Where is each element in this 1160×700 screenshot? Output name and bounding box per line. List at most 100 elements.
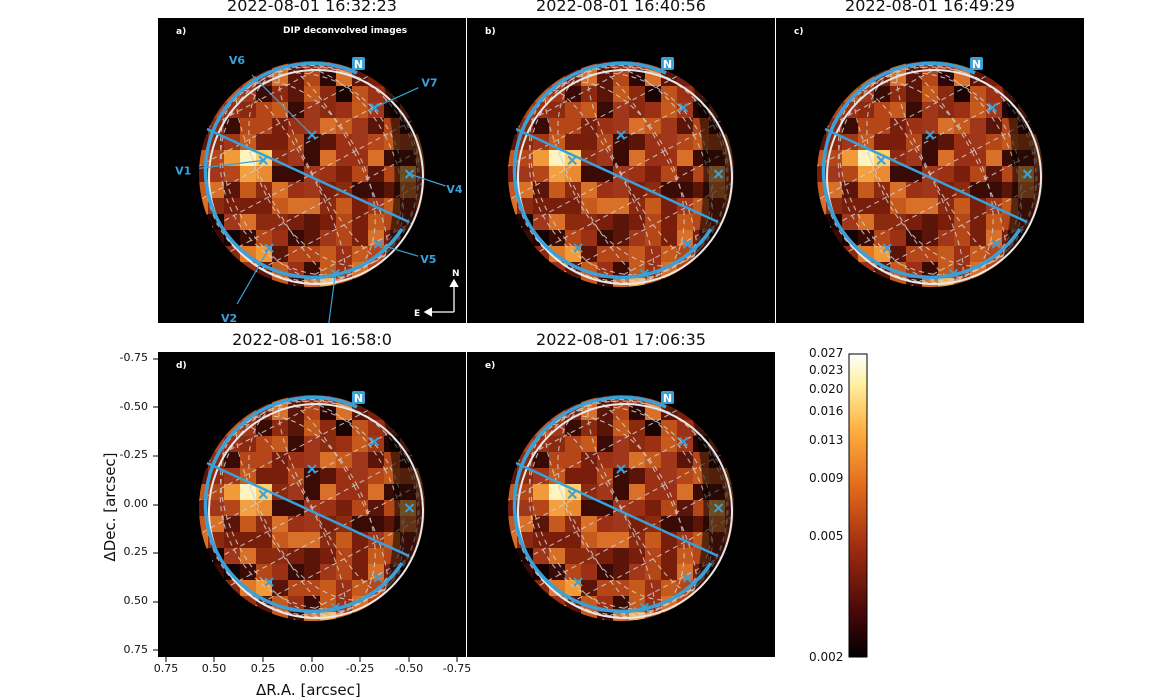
colorbar-tick: 0.020: [809, 382, 844, 396]
heatmap-cell: [565, 86, 582, 103]
heatmap-cell: [224, 118, 241, 135]
heatmap-cell: [533, 516, 550, 533]
heatmap-cell: [304, 452, 321, 469]
heatmap-cell: [352, 420, 369, 437]
heatmap-cell: [288, 548, 305, 565]
heatmap-cell: [304, 246, 321, 263]
grid-line: [517, 118, 725, 230]
heatmap-cell: [597, 118, 614, 135]
heatmap-cell: [986, 118, 1003, 135]
heatmap-cell: [517, 516, 534, 533]
ytick-label: 0.50: [123, 594, 149, 607]
heatmap-cell: [645, 452, 662, 469]
volcano-leader-line: [409, 173, 446, 187]
heatmap-cell: [938, 70, 955, 87]
equator-line: [206, 127, 410, 224]
heatmap-cell: [272, 118, 289, 135]
heatmap-cell: [645, 166, 662, 183]
heatmap-cell: [288, 198, 305, 215]
grid-line: [868, 198, 1043, 287]
heatmap-cell: [304, 420, 321, 437]
grid-line: [220, 81, 376, 282]
heatmap-cell: [240, 102, 257, 119]
volcano-marker: [573, 243, 583, 253]
volcano-marker: [682, 573, 693, 583]
disk-group: N: [508, 391, 753, 621]
heatmap-cell: [565, 420, 582, 437]
heatmap-cell: [581, 532, 598, 549]
heatmap-cell: [661, 452, 678, 469]
heatmap-cell: [938, 134, 955, 151]
heatmap-cell: [352, 150, 369, 167]
heatmap-cell: [304, 86, 321, 103]
heatmap-cell: [613, 580, 630, 597]
heatmap-cell: [581, 230, 598, 247]
heatmap-cell: [858, 118, 875, 135]
heatmap-cell: [565, 198, 582, 215]
heatmap-cell: [938, 102, 955, 119]
heatmap-cell: [256, 166, 273, 183]
limb-circle: [517, 69, 733, 285]
heatmap-cell: [304, 102, 321, 119]
heatmap-cell: [288, 436, 305, 453]
heatmap-cell: [352, 182, 369, 199]
heatmap-cell: [597, 500, 614, 517]
heatmap-cell: [533, 166, 550, 183]
heatmap-cell: [858, 102, 875, 119]
heatmap-cell: [661, 564, 678, 581]
heatmap-cell: [272, 102, 289, 119]
heatmap-cell: [272, 230, 289, 247]
heatmap-cell: [938, 246, 955, 263]
heatmap-cell: [890, 118, 907, 135]
volcano-marker: [713, 169, 724, 179]
north-marker-label: N: [354, 392, 363, 405]
heatmap-cell: [817, 166, 827, 183]
heatmap-cell: [922, 262, 939, 279]
heatmap-cell: [368, 86, 385, 103]
heatmap-cell: [565, 118, 582, 135]
heatmap-cell: [272, 500, 289, 517]
compass-north-label: N: [452, 269, 460, 279]
heatmap-cell: [661, 102, 678, 119]
heatmap-cell: [272, 452, 289, 469]
heatmap-cell: [336, 436, 353, 453]
north-marker-label: N: [354, 58, 363, 71]
limb-arc: [203, 61, 404, 280]
heatmap-cell: [597, 484, 614, 501]
heatmap-cell: [954, 150, 971, 167]
heatmap-cell: [352, 580, 369, 597]
grid-line: [199, 399, 388, 511]
heatmap-cell: [817, 198, 827, 215]
heatmap-cell: [304, 532, 321, 549]
heatmap-cell: [352, 564, 369, 581]
heatmap-cell: [240, 452, 257, 469]
heatmap-cell: [256, 182, 273, 199]
heatmap-cell: [986, 214, 1003, 231]
heatmap-cell: [508, 468, 518, 485]
heatmap-cell: [240, 516, 257, 533]
heatmap-cell: [565, 436, 582, 453]
xtick-label: 0.75: [153, 662, 179, 675]
heatmap-cell: [842, 198, 859, 215]
heatmap-cell: [199, 166, 209, 183]
xtick-label: 0.50: [201, 662, 227, 675]
heatmap-cell: [874, 134, 891, 151]
heatmap-cell: [906, 230, 923, 247]
heatmap-cell: [565, 548, 582, 565]
heatmap-cell: [304, 118, 321, 135]
heatmap-cell: [629, 404, 646, 421]
heatmap-cell: [970, 150, 987, 167]
heatmap-cell: [581, 118, 598, 135]
volcano-marker: [1022, 169, 1033, 179]
heatmap-cell: [208, 500, 225, 517]
heatmap-cell: [677, 214, 694, 231]
heatmap-cell: [320, 580, 337, 597]
heatmap-cell: [272, 420, 289, 437]
panel-a-title: 2022-08-01 16:32:23: [227, 0, 397, 15]
panel-b-image: N: [508, 57, 753, 287]
heatmap-cell: [597, 404, 614, 421]
grid-line: [559, 532, 734, 621]
heatmap-cell: [199, 134, 209, 151]
heatmap-cell: [645, 500, 662, 517]
heatmap-cell: [549, 198, 566, 215]
